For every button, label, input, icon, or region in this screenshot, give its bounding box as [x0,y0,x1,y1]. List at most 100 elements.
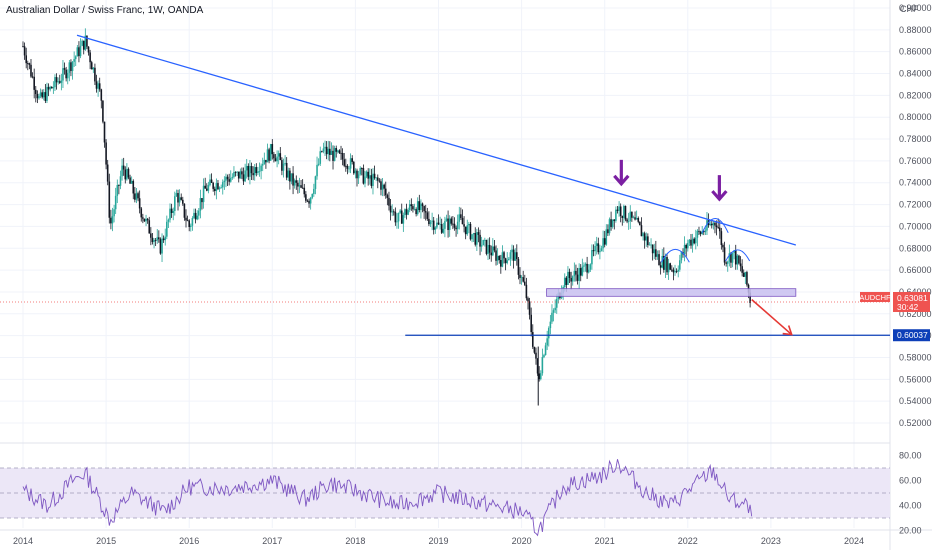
candle-body [400,210,403,224]
candle-body [153,239,155,243]
symbol-tag-label: AUDCHF [859,293,891,302]
candle-body [397,212,400,222]
candle-body [274,158,277,162]
candle-body [81,40,83,46]
candle-body [98,83,101,90]
candle-body [44,92,47,101]
candle-body [252,173,254,176]
candle-body [348,168,350,170]
candle-body [647,236,649,245]
candle-body [565,277,568,285]
candle-body [551,312,553,322]
candle-body [648,244,651,246]
candle-body [156,237,159,241]
candle-body [587,269,590,273]
candle-body [239,171,242,179]
candle-body [615,209,617,221]
candle-body [295,180,298,183]
candle-body [710,223,713,226]
support-price-label: 0.60037 [897,330,928,340]
candle-body [245,165,248,171]
candle-body [720,231,723,245]
candle-body [621,216,624,218]
candle-body [651,244,654,254]
candle-body [260,165,262,172]
candle-body [332,150,334,161]
trendline[interactable] [76,34,797,246]
chart-title: Australian Dollar / Swiss Franc, 1W, OAN… [6,5,204,16]
candle-body [742,272,745,277]
candle-body [704,230,707,233]
candle-body [205,188,208,191]
candle-body [471,234,473,240]
candle-body [381,184,384,190]
candle-body [464,226,467,235]
candle-body [265,159,267,163]
candle-body [659,265,662,268]
candle-body [415,209,417,215]
candle-body [683,244,686,255]
candle-body [220,187,222,189]
candle-body [58,81,61,83]
candle-body [303,187,306,195]
candle-body [86,35,88,47]
candle-body [135,193,138,200]
candle-body [523,281,526,285]
candle-body [594,245,596,252]
candle-body [389,205,392,213]
candle-body [306,200,309,202]
y-tick-label: 0.54000 [899,396,932,406]
x-tick-label: 2016 [179,536,199,546]
candle-body [448,218,451,230]
candle-body [722,244,724,248]
candle-body [124,169,127,180]
candle-body [528,301,531,315]
candle-body [440,224,443,233]
pattern-arc [725,249,751,262]
candle-body [161,238,163,254]
candle-body [539,373,542,380]
candle-body [186,220,189,222]
candle-body [52,87,55,89]
candle-body [656,254,659,257]
candle-body [118,185,120,186]
y-tick-label: 0.66000 [899,265,932,275]
candle-body [158,237,160,240]
candle-body [418,201,421,210]
support-zone[interactable] [546,288,797,297]
candle-body [458,214,461,222]
candle-body [140,208,143,218]
x-tick-label: 2024 [844,536,864,546]
x-tick-label: 2021 [595,536,615,546]
y-tick-label: 0.84000 [899,69,932,79]
candle-body [576,274,579,281]
candle-body [434,227,437,230]
candle-body [316,164,318,177]
candle-body [217,183,219,190]
candle-body [258,171,261,172]
candle-body [667,263,670,273]
candle-body [525,284,528,299]
candle-body [97,83,99,89]
candle-body [340,152,342,154]
candle-body [183,203,186,218]
candle-body [234,172,237,173]
candle-body [189,225,192,227]
candle-body [634,217,636,220]
candle-body [541,357,544,374]
candle-body [145,218,147,222]
candle-body [723,247,726,263]
candle-body [375,177,377,179]
candle-body [297,182,299,187]
candle-body [372,173,374,186]
candle-body [629,211,632,222]
candle-body [229,177,232,182]
candle-body [543,355,545,358]
candle-body [536,358,539,374]
candle-body [325,146,328,155]
candle-body [578,268,580,281]
candle-body [671,269,673,271]
candle-body [210,179,213,183]
candle-body [321,151,323,153]
